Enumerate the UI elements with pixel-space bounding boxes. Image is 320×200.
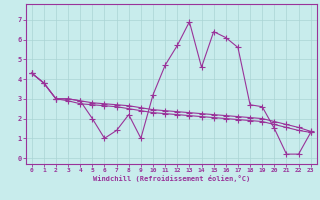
X-axis label: Windchill (Refroidissement éolien,°C): Windchill (Refroidissement éolien,°C) [92,175,250,182]
